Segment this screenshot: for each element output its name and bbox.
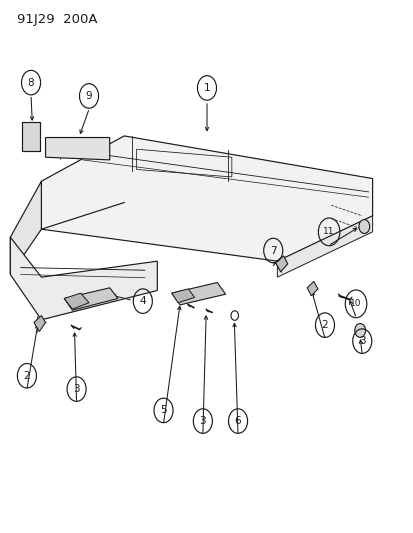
Text: 8: 8 [28, 78, 34, 87]
Polygon shape [34, 316, 45, 332]
Circle shape [354, 324, 365, 337]
Circle shape [358, 220, 369, 233]
Text: 3: 3 [358, 336, 365, 346]
Polygon shape [171, 282, 225, 305]
Polygon shape [64, 293, 89, 309]
Text: 6: 6 [234, 416, 241, 426]
Text: 10: 10 [349, 300, 361, 308]
Text: 91J29  200A: 91J29 200A [17, 13, 97, 26]
Text: 7: 7 [269, 246, 276, 255]
Text: 2: 2 [321, 320, 328, 330]
Polygon shape [10, 237, 157, 320]
FancyBboxPatch shape [21, 122, 40, 151]
Text: 5: 5 [160, 406, 166, 415]
Polygon shape [41, 136, 372, 261]
Polygon shape [277, 216, 372, 277]
Text: 2: 2 [24, 371, 30, 381]
Polygon shape [171, 289, 194, 303]
Polygon shape [64, 288, 118, 310]
Text: 4: 4 [139, 296, 146, 306]
Text: 9: 9 [85, 91, 92, 101]
Polygon shape [306, 281, 317, 296]
Polygon shape [275, 256, 287, 272]
Text: 1: 1 [203, 83, 210, 93]
Polygon shape [45, 138, 109, 160]
Text: 3: 3 [73, 384, 80, 394]
Text: 11: 11 [323, 228, 334, 236]
Polygon shape [10, 181, 41, 274]
Text: 3: 3 [199, 416, 206, 426]
